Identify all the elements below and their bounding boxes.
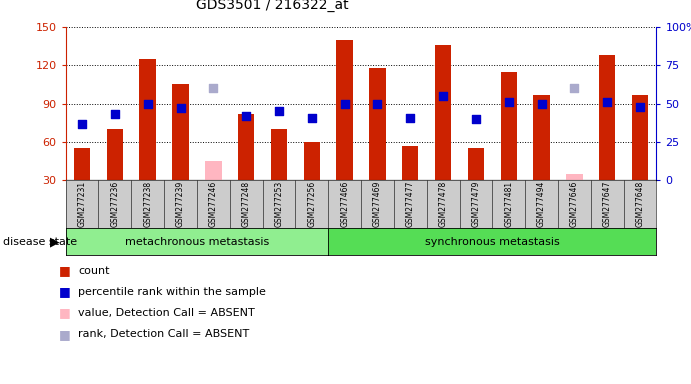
Point bbox=[306, 114, 317, 121]
Text: GSM277248: GSM277248 bbox=[242, 180, 251, 227]
Text: disease state: disease state bbox=[3, 237, 77, 247]
Text: GSM277477: GSM277477 bbox=[406, 180, 415, 227]
Text: synchronous metastasis: synchronous metastasis bbox=[425, 237, 560, 247]
Text: GSM277478: GSM277478 bbox=[439, 180, 448, 227]
Point bbox=[372, 101, 383, 107]
Bar bbox=[533, 95, 550, 180]
Text: rank, Detection Call = ABSENT: rank, Detection Call = ABSENT bbox=[78, 329, 249, 339]
Point bbox=[77, 121, 88, 127]
Text: ▶: ▶ bbox=[50, 235, 60, 248]
Text: metachronous metastasis: metachronous metastasis bbox=[125, 237, 269, 247]
Point bbox=[602, 99, 613, 105]
Text: GSM277647: GSM277647 bbox=[603, 180, 612, 227]
Text: GSM277236: GSM277236 bbox=[111, 180, 120, 227]
Point bbox=[109, 111, 120, 118]
Bar bbox=[369, 68, 386, 180]
Text: GSM277246: GSM277246 bbox=[209, 180, 218, 227]
Bar bbox=[435, 45, 451, 180]
Text: GSM277648: GSM277648 bbox=[636, 180, 645, 227]
Text: ■: ■ bbox=[59, 328, 70, 341]
Text: value, Detection Call = ABSENT: value, Detection Call = ABSENT bbox=[78, 308, 255, 318]
Bar bbox=[74, 149, 91, 180]
Text: GSM277494: GSM277494 bbox=[537, 180, 546, 227]
Bar bbox=[303, 142, 320, 180]
Bar bbox=[566, 174, 583, 180]
Point bbox=[208, 85, 219, 91]
Bar bbox=[106, 129, 123, 180]
Point bbox=[471, 116, 482, 122]
Text: GSM277479: GSM277479 bbox=[471, 180, 480, 227]
Point bbox=[175, 105, 186, 111]
Bar bbox=[271, 129, 287, 180]
Text: GDS3501 / 216322_at: GDS3501 / 216322_at bbox=[196, 0, 349, 12]
Text: GSM277253: GSM277253 bbox=[274, 180, 283, 227]
Text: percentile rank within the sample: percentile rank within the sample bbox=[78, 287, 266, 297]
Text: GSM277231: GSM277231 bbox=[77, 180, 86, 227]
Text: ■: ■ bbox=[59, 285, 70, 298]
Bar bbox=[140, 59, 156, 180]
Bar bbox=[172, 84, 189, 180]
Text: GSM277466: GSM277466 bbox=[340, 180, 349, 227]
Bar bbox=[337, 40, 353, 180]
Text: GSM277256: GSM277256 bbox=[307, 180, 316, 227]
Text: GSM277238: GSM277238 bbox=[143, 180, 152, 227]
Bar bbox=[632, 95, 648, 180]
Text: ■: ■ bbox=[59, 306, 70, 319]
Point bbox=[240, 113, 252, 119]
Text: GSM277646: GSM277646 bbox=[570, 180, 579, 227]
Point bbox=[405, 114, 416, 121]
Point bbox=[503, 99, 514, 105]
Point bbox=[274, 108, 285, 114]
Bar bbox=[205, 161, 222, 180]
Text: GSM277469: GSM277469 bbox=[373, 180, 382, 227]
Text: GSM277239: GSM277239 bbox=[176, 180, 185, 227]
Text: count: count bbox=[78, 266, 110, 276]
Point bbox=[339, 101, 350, 107]
Point bbox=[536, 101, 547, 107]
Point bbox=[142, 101, 153, 107]
Text: GSM277481: GSM277481 bbox=[504, 180, 513, 227]
Bar bbox=[599, 55, 616, 180]
Bar bbox=[500, 72, 517, 180]
Text: ■: ■ bbox=[59, 264, 70, 277]
Bar bbox=[238, 114, 254, 180]
Bar bbox=[468, 149, 484, 180]
Point bbox=[437, 93, 448, 99]
Point bbox=[634, 104, 645, 110]
Bar bbox=[402, 146, 419, 180]
Point bbox=[569, 85, 580, 91]
